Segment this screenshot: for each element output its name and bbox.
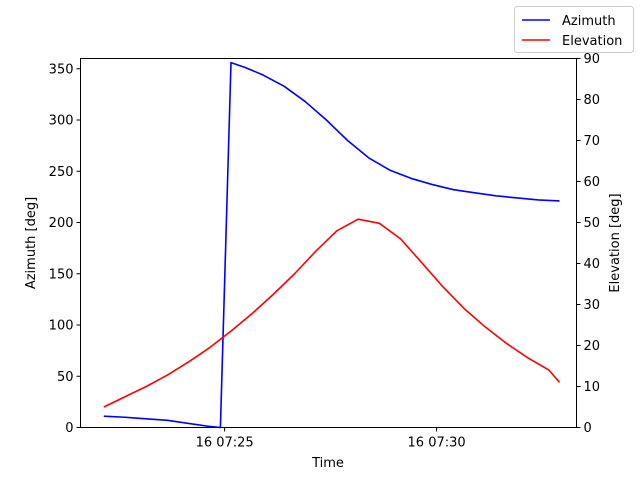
right-y-tick-label: 50 <box>584 216 601 231</box>
right-y-axis-ticks: 0 10 20 30 40 50 60 70 80 90 <box>576 52 601 436</box>
right-y-tick-label: 30 <box>584 298 601 313</box>
left-y-tick-label: 250 <box>49 165 74 180</box>
left-y-tick-label: 150 <box>49 267 74 282</box>
right-y-tick-label: 80 <box>584 93 601 108</box>
left-y-tick-label: 50 <box>57 370 74 385</box>
right-y-tick-label: 0 <box>584 421 592 436</box>
x-axis-label: Time <box>311 456 344 471</box>
left-y-axis-ticks: 0 50 100 150 200 250 300 350 <box>49 62 81 436</box>
x-axis-ticks: 16 07:25 16 07:30 <box>196 427 466 451</box>
legend-box <box>514 6 634 53</box>
left-y-tick-label: 0 <box>65 421 73 436</box>
right-y-tick-label: 20 <box>584 339 601 354</box>
right-y-tick-label: 70 <box>584 134 601 149</box>
series-line-elevation <box>103 218 561 408</box>
legend-label-azimuth: Azimuth <box>562 14 616 29</box>
left-y-tick-label: 100 <box>49 319 74 334</box>
left-y-axis-label: Azimuth [deg] <box>24 197 39 289</box>
right-y-tick-label: 90 <box>584 52 601 67</box>
series-line-azimuth <box>103 61 560 429</box>
right-y-axis-label: Elevation [deg] <box>608 193 623 292</box>
legend: Azimuth Elevation <box>514 6 634 53</box>
left-y-tick-label: 300 <box>49 114 74 129</box>
left-y-tick-label: 350 <box>49 62 74 77</box>
plot-area-frame <box>80 58 577 428</box>
x-tick-label: 16 07:30 <box>408 436 466 451</box>
right-y-tick-label: 60 <box>584 175 601 190</box>
left-y-tick-label: 200 <box>49 216 74 231</box>
right-y-tick-label: 10 <box>584 380 601 395</box>
plot-lines <box>103 61 561 429</box>
x-tick-label: 16 07:25 <box>196 436 254 451</box>
right-y-tick-label: 40 <box>584 257 601 272</box>
legend-label-elevation: Elevation <box>562 34 622 49</box>
